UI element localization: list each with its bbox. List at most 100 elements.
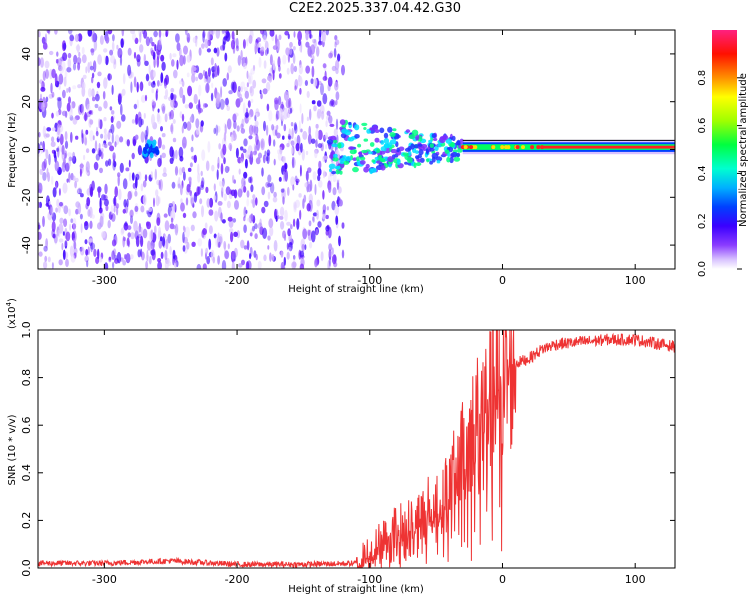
noise-blob bbox=[322, 76, 328, 81]
noise-blob bbox=[40, 141, 43, 146]
signal-blob bbox=[327, 136, 333, 140]
noise-blob bbox=[72, 233, 76, 241]
noise-blob bbox=[205, 160, 210, 172]
noise-blob bbox=[155, 149, 160, 156]
noise-blob bbox=[89, 61, 92, 68]
signal-blob bbox=[342, 160, 350, 165]
noise-blob bbox=[59, 68, 64, 74]
noise-blob bbox=[250, 98, 254, 103]
noise-blob bbox=[185, 226, 190, 238]
signal-blob bbox=[383, 132, 389, 139]
noise-blob bbox=[246, 38, 249, 47]
noise-blob bbox=[171, 224, 176, 230]
noise-blob bbox=[170, 87, 175, 93]
signal-blob bbox=[332, 157, 339, 162]
noise-blob bbox=[205, 247, 209, 255]
signal-blob bbox=[429, 143, 434, 149]
noise-blob bbox=[218, 241, 221, 248]
noise-blob bbox=[235, 147, 239, 159]
noise-blob bbox=[334, 81, 339, 91]
noise-blob bbox=[70, 218, 74, 223]
signal-blob bbox=[332, 139, 338, 144]
signal-blob bbox=[456, 152, 461, 158]
noise-blob bbox=[246, 198, 250, 207]
noise-blob bbox=[310, 58, 314, 64]
noise-blob bbox=[140, 235, 144, 248]
noise-blob bbox=[326, 110, 331, 117]
noise-blob bbox=[272, 69, 275, 81]
noise-blob bbox=[301, 148, 305, 161]
noise-blob bbox=[132, 182, 136, 189]
noise-blob bbox=[269, 30, 275, 37]
noise-blob bbox=[277, 215, 280, 220]
noise-blob bbox=[328, 249, 332, 260]
noise-blob bbox=[141, 251, 145, 261]
x-tick-label: 0 bbox=[499, 573, 506, 586]
signal-blob bbox=[357, 143, 362, 148]
noise-blob bbox=[51, 212, 57, 222]
noise-blob bbox=[165, 239, 169, 250]
noise-blob bbox=[66, 66, 72, 73]
signal-blob bbox=[379, 150, 386, 155]
signal-blob bbox=[369, 127, 374, 131]
noise-blob bbox=[39, 168, 44, 175]
noise-blob bbox=[263, 35, 267, 43]
noise-blob bbox=[333, 261, 338, 268]
noise-blob bbox=[46, 167, 49, 178]
noise-blob bbox=[45, 69, 49, 79]
noise-blob bbox=[186, 32, 191, 44]
noise-blob bbox=[280, 261, 285, 269]
noise-blob bbox=[91, 214, 95, 220]
signal-blob bbox=[431, 133, 437, 139]
noise-blob bbox=[164, 89, 169, 98]
noise-blob bbox=[96, 81, 101, 89]
noise-blob bbox=[66, 102, 71, 112]
noise-blob bbox=[94, 140, 98, 152]
noise-blob bbox=[268, 134, 272, 147]
noise-blob bbox=[334, 39, 340, 46]
noise-blob bbox=[263, 200, 269, 208]
noise-blob bbox=[62, 42, 67, 51]
noise-blob bbox=[227, 65, 232, 74]
noise-blob bbox=[237, 55, 241, 66]
noise-blob bbox=[265, 181, 271, 188]
noise-blob bbox=[230, 39, 236, 50]
noise-blob bbox=[325, 144, 328, 150]
noise-blob bbox=[77, 188, 82, 195]
noise-blob bbox=[51, 68, 56, 79]
noise-blob bbox=[214, 62, 217, 72]
noise-blob bbox=[111, 239, 117, 247]
noise-blob bbox=[137, 249, 141, 258]
noise-blob bbox=[158, 196, 161, 205]
noise-blob bbox=[225, 186, 231, 196]
noise-blob bbox=[283, 256, 286, 266]
noise-blob bbox=[202, 263, 207, 269]
noise-blob bbox=[312, 171, 317, 181]
noise-blob bbox=[260, 93, 263, 100]
noise-blob bbox=[63, 157, 66, 168]
noise-blob bbox=[81, 103, 85, 116]
noise-blob bbox=[335, 91, 340, 101]
noise-blob bbox=[330, 99, 335, 106]
noise-blob bbox=[204, 38, 209, 49]
noise-blob bbox=[99, 35, 104, 45]
noise-blob bbox=[233, 231, 239, 237]
noise-blob bbox=[306, 203, 311, 212]
noise-blob bbox=[190, 197, 195, 207]
signal-blob bbox=[347, 137, 355, 142]
noise-blob bbox=[257, 42, 262, 48]
noise-blob bbox=[153, 57, 156, 68]
noise-blob bbox=[259, 89, 262, 95]
noise-blob bbox=[306, 116, 309, 122]
noise-blob bbox=[217, 156, 220, 169]
noise-blob bbox=[184, 104, 189, 109]
noise-blob bbox=[305, 65, 311, 74]
signal-blob bbox=[392, 128, 397, 132]
noise-blob bbox=[304, 244, 307, 251]
noise-blob bbox=[201, 177, 205, 188]
noise-blob bbox=[208, 238, 212, 250]
noise-blob bbox=[161, 133, 166, 138]
noise-blob bbox=[211, 164, 215, 172]
signal-blob bbox=[329, 154, 333, 159]
noise-blob bbox=[40, 81, 43, 88]
